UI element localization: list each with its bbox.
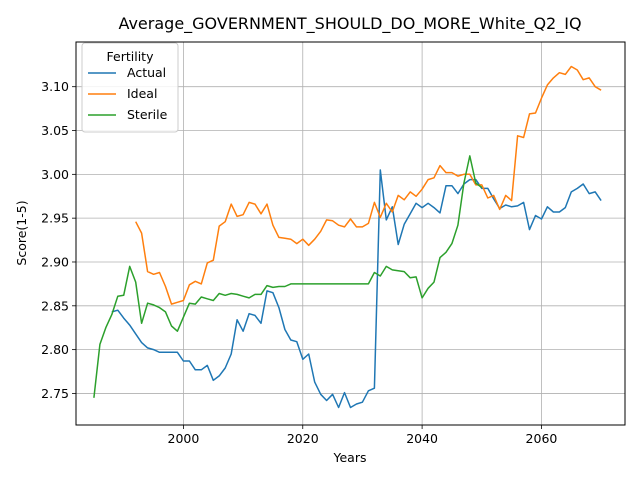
legend-label-actual: Actual [127, 65, 166, 80]
x-axis-label: Years [333, 450, 367, 465]
legend-box [81, 42, 179, 133]
x-tick-label: 2000 [168, 431, 200, 446]
y-tick-label: 3.05 [41, 123, 69, 138]
plot-frame [75, 41, 626, 426]
y-tick-label: 2.80 [41, 342, 69, 357]
chart-title: Average_GOVERNMENT_SHOULD_DO_MORE_White_… [118, 14, 581, 34]
series-line-actual [111, 169, 602, 409]
y-axis-label: Score(1-5) [14, 200, 29, 265]
grid-lines [76, 42, 625, 425]
y-tick-label: 3.00 [41, 167, 69, 182]
legend: Fertility Actual Ideal Sterile [81, 42, 179, 133]
x-tick-label: 2060 [526, 431, 558, 446]
y-tick-label: 2.75 [41, 386, 69, 401]
series-lines [93, 65, 602, 409]
series-line-ideal [135, 65, 602, 305]
series-line-sterile [93, 155, 483, 398]
legend-label-ideal: Ideal [127, 86, 157, 101]
y-tick-label: 3.10 [41, 79, 69, 94]
legend-title: Fertility [107, 49, 155, 64]
y-tick-label: 2.90 [41, 254, 69, 269]
axis-ticks: 2000 2020 2040 2060 2.75 2.80 2.85 2.90 2.95 3.00… [41, 79, 557, 446]
y-tick-label: 2.85 [41, 298, 69, 313]
x-tick-label: 2020 [287, 431, 319, 446]
x-tick-label: 2040 [406, 431, 438, 446]
legend-label-sterile: Sterile [127, 107, 168, 122]
y-tick-label: 2.95 [41, 211, 69, 226]
